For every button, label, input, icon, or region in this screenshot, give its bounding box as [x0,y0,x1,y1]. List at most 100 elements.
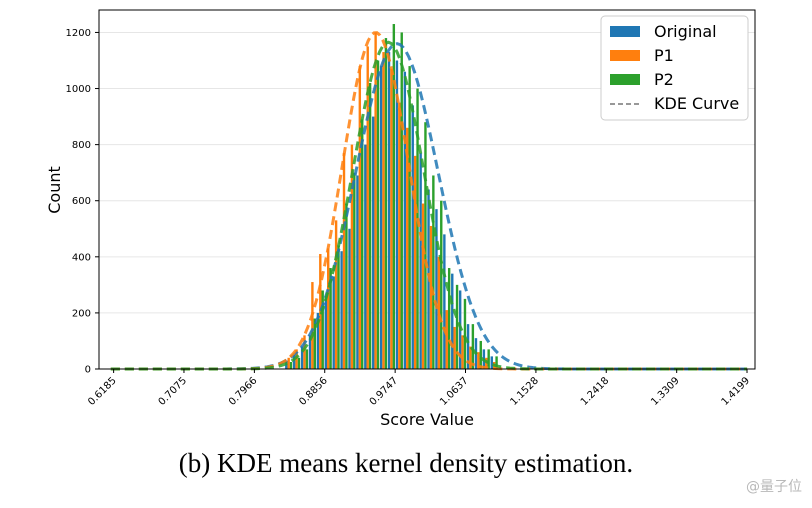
y-tick-label: 0 [85,365,91,376]
bar-p1 [437,256,441,369]
bar-original [292,354,296,369]
kde-histogram-chart: 0 200 400 600 800 1000 1200 0.6185 0.7075 0.7966… [45,9,756,429]
bar-p1 [374,32,377,369]
bar-original [372,116,375,369]
bar-p2 [321,290,324,369]
legend-label-p2: P2 [654,70,674,89]
bar-original [364,144,367,369]
bar-p2 [408,66,411,369]
legend-label-p1: P1 [654,46,674,65]
y-axis-ticks: 0 200 400 600 800 1000 1200 [66,28,99,376]
bar-p2 [495,356,498,369]
histogram-bars [285,24,498,369]
bar-p1 [461,335,464,369]
bar-original [379,66,383,369]
bar-p1 [485,357,488,369]
bar-p2 [289,361,293,369]
legend: Original P1 P2 KDE Curve [600,15,749,121]
bar-p1 [398,102,401,369]
bar-p2 [447,268,451,369]
bar-original [451,273,454,369]
bar-original [332,276,335,369]
bar-p1 [421,203,425,369]
bar-p1 [382,52,385,369]
bar-original [316,312,320,369]
bar-original [435,209,438,369]
bar-p2 [368,82,372,369]
y-tick-label: 800 [72,140,91,151]
bar-p1 [287,357,290,369]
bar-p2 [440,200,443,369]
bar-original [403,71,407,369]
bar-p2 [455,284,459,369]
x-tick-label: 1.2418 [579,375,612,408]
bar-original [356,175,359,369]
bar-original [300,346,304,369]
figure-caption: (b) KDE means kernel density estimation. [178,448,634,478]
bar-p1 [334,220,338,369]
bar-p2 [297,357,301,369]
bar-p1 [366,46,369,369]
bar-p2 [432,175,435,369]
bar-p2 [345,203,348,369]
x-tick-label: 1.3309 [649,375,682,408]
bar-original [443,234,446,369]
legend-swatch-p2 [610,74,640,85]
legend-box [600,15,749,121]
bar-p1 [390,68,393,369]
bar-p2 [337,245,340,369]
bar-p2 [376,60,380,369]
y-tick-label: 1000 [66,84,91,95]
bar-original [340,251,343,369]
bar-p1 [429,225,433,369]
x-axis-ticks: 0.6185 0.7075 0.7966 0.8856 0.9747 1.0637 1.15… [86,369,752,408]
bar-p1 [342,153,346,369]
x-tick-label: 1.1528 [509,375,542,408]
grid-lines [99,31,755,370]
x-tick-label: 0.7966 [227,375,260,408]
watermark: @量子位 [746,479,802,495]
bar-p2 [384,38,388,369]
bar-p2 [487,349,490,369]
y-tick-label: 600 [72,196,91,207]
y-tick-label: 1200 [66,28,91,39]
y-tick-label: 200 [72,308,91,319]
legend-label-kde: KDE Curve [654,94,739,113]
bar-p1 [358,66,362,369]
bar-p1 [311,282,314,369]
legend-label-original: Original [654,22,717,41]
bar-original [308,335,312,369]
bar-p1 [469,346,472,369]
bar-p1 [327,248,330,369]
y-axis-label: Count [45,166,64,214]
x-tick-label: 1.4199 [720,375,753,408]
legend-swatch-p1 [610,50,640,61]
bar-p1 [413,155,417,369]
bar-original [395,60,399,369]
x-tick-label: 0.8856 [297,375,330,408]
bar-original [490,356,493,369]
bar-original [466,324,470,369]
bar-p2 [471,324,475,369]
bar-p2 [400,32,403,369]
x-tick-label: 0.9747 [368,375,401,408]
bar-p1 [406,127,409,369]
bar-original [324,296,328,369]
bar-p2 [353,172,356,369]
bar-p2 [463,298,467,369]
x-tick-label: 1.0637 [438,375,471,408]
bar-p1 [477,352,480,369]
y-tick-label: 400 [72,252,91,263]
bar-p1 [453,326,456,369]
bar-p2 [392,24,396,369]
bar-p2 [479,340,482,369]
bar-original [411,105,414,369]
bar-p2 [329,268,332,369]
bar-p1 [319,254,322,369]
bar-original [387,52,391,369]
bar-original [348,228,351,369]
bar-p2 [361,119,364,369]
bar-p1 [303,335,306,369]
bar-p1 [350,144,354,369]
x-axis-label: Score Value [380,410,474,429]
